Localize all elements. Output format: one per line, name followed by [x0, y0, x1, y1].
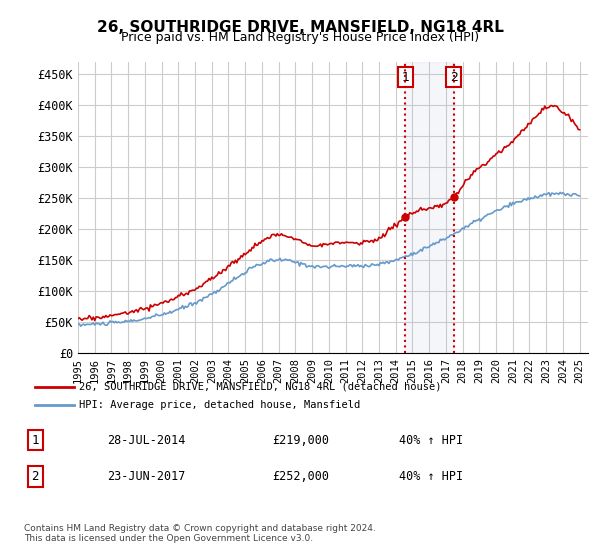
Text: 2: 2 — [450, 71, 458, 83]
Text: 23-JUN-2017: 23-JUN-2017 — [107, 470, 185, 483]
Text: £219,000: £219,000 — [272, 433, 329, 447]
Text: Contains HM Land Registry data © Crown copyright and database right 2024.
This d: Contains HM Land Registry data © Crown c… — [24, 524, 376, 543]
Text: £252,000: £252,000 — [272, 470, 329, 483]
Text: 40% ↑ HPI: 40% ↑ HPI — [400, 470, 463, 483]
Text: 1: 1 — [401, 71, 409, 83]
Text: 1: 1 — [31, 433, 39, 447]
Text: 2: 2 — [31, 470, 39, 483]
Text: HPI: Average price, detached house, Mansfield: HPI: Average price, detached house, Mans… — [79, 400, 361, 410]
Text: 28-JUL-2014: 28-JUL-2014 — [107, 433, 185, 447]
Text: 26, SOUTHRIDGE DRIVE, MANSFIELD, NG18 4RL: 26, SOUTHRIDGE DRIVE, MANSFIELD, NG18 4R… — [97, 20, 503, 35]
Text: 40% ↑ HPI: 40% ↑ HPI — [400, 433, 463, 447]
Text: Price paid vs. HM Land Registry's House Price Index (HPI): Price paid vs. HM Land Registry's House … — [121, 31, 479, 44]
Text: 26, SOUTHRIDGE DRIVE, MANSFIELD, NG18 4RL (detached house): 26, SOUTHRIDGE DRIVE, MANSFIELD, NG18 4R… — [79, 382, 442, 392]
Bar — [405, 62, 454, 353]
